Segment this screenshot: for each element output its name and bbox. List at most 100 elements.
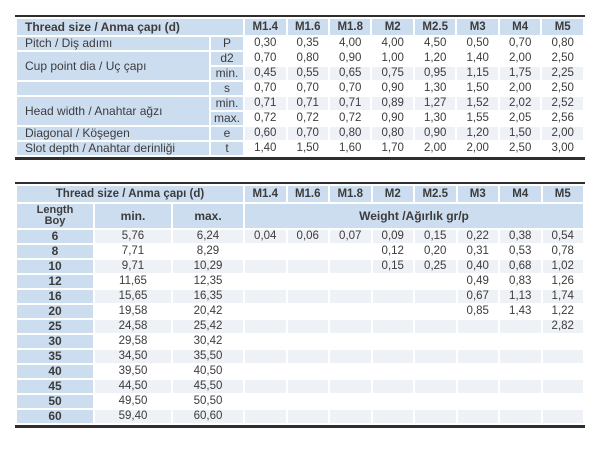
weight-cell (372, 350, 413, 363)
weight-cell (542, 395, 583, 408)
weight-cell (330, 350, 371, 363)
weight-cell (372, 335, 413, 348)
spec-value-cell: 2,50 (542, 52, 583, 65)
weight-cell: 0,25 (415, 260, 456, 273)
spec-row-symbol: min. (211, 67, 244, 80)
length-column-header: Length Boy (17, 204, 93, 228)
spec-value-cell: 0,89 (372, 97, 413, 110)
weight-cell: 0,38 (500, 230, 541, 243)
weight-cell: 0,06 (287, 230, 328, 243)
weight-subheader-row: Length Boy min. max. Weight /Ağırlık gr/… (17, 204, 583, 228)
weight-cell (500, 410, 541, 423)
weight-cell: 0,04 (245, 230, 286, 243)
weight-cell (372, 410, 413, 423)
spec-value-cell: 1,20 (457, 127, 498, 140)
weight-cell: 0,12 (372, 245, 413, 258)
length-row: 45 44,50 45,50 (17, 380, 583, 393)
spec-value-cell: 2,00 (542, 127, 583, 140)
spec-value-cell: 0,70 (329, 82, 371, 95)
min-cell: 11,65 (95, 275, 171, 288)
min-cell: 59,40 (95, 410, 171, 423)
spec-value-cell: 2,02 (499, 97, 541, 110)
spec-value-cell: 1,20 (414, 52, 456, 65)
min-cell: 15,65 (95, 290, 171, 303)
length-weight-table: Thread size / Anma çapı (d) M1.4 M1.6 M1.8… (15, 182, 585, 428)
max-cell: 10,29 (173, 260, 243, 273)
length-cell: 50 (17, 395, 93, 408)
weight-cell (500, 380, 541, 393)
spec-value-cell: 1,52 (457, 97, 498, 110)
spec-value-cell: 0,80 (372, 127, 413, 140)
weight-cell (287, 365, 328, 378)
length-row: 8 7,71 8,29 0,12 0,20 0,31 0,53 0,78 (17, 245, 583, 258)
weight-cell: 1,02 (542, 260, 583, 273)
weight-cell: 0,31 (457, 245, 498, 258)
weight-cell (457, 380, 498, 393)
weight-cell (415, 365, 456, 378)
spec-row-symbol: t (211, 142, 244, 155)
weight-cell (330, 335, 371, 348)
weight-cell (542, 410, 583, 423)
min-cell: 9,71 (95, 260, 171, 273)
length-row: 35 34,50 35,50 (17, 350, 583, 363)
max-cell: 6,24 (173, 230, 243, 243)
weight-cell (330, 365, 371, 378)
spec-row: Slot depth / Anahtar derinliği t 1,40 1,50 1… (17, 142, 583, 155)
min-cell: 29,58 (95, 335, 171, 348)
weight-cell: 1,22 (542, 305, 583, 318)
max-cell: 50,50 (173, 395, 243, 408)
weight-cell: 1,74 (542, 290, 583, 303)
weight-cell: 0,20 (415, 245, 456, 258)
weight-cell (372, 320, 413, 333)
size-column-header: M2.5 (415, 186, 456, 202)
spec-row: Cup point dia / Uç çapı d2 0,70 0,80 0,90 1,0… (17, 52, 583, 80)
size-column-header: M5 (542, 19, 583, 35)
weight-cell (287, 245, 328, 258)
weight-cell: 0,78 (542, 245, 583, 258)
weight-cell: 1,13 (500, 290, 541, 303)
spec-row-label: Diagonal / Köşegen (17, 127, 209, 140)
max-cell: 8,29 (173, 245, 243, 258)
weight-cell: 0,54 (542, 230, 583, 243)
weight-header-row: Thread size / Anma çapı (d) M1.4 M1.6 M1.8… (17, 186, 583, 202)
spec-value-cell: 1,30 (414, 82, 456, 95)
size-column-header: M1.6 (287, 186, 328, 202)
spec-value-cell: 0,71 (245, 97, 286, 110)
length-row: 6 5,76 6,24 0,04 0,06 0,07 0,09 0,15 0,22 0,38 0,5… (17, 230, 583, 243)
weight-cell (372, 395, 413, 408)
spec-value-cell: 1,50 (457, 82, 498, 95)
spec-row-label: Slot depth / Anahtar derinliği (17, 142, 209, 155)
spec-value-cell: 0,50 (457, 37, 498, 50)
weight-cell (457, 365, 498, 378)
weight-cell (245, 275, 286, 288)
min-cell: 39,50 (95, 365, 171, 378)
spec-value-cell: 0,75 (372, 67, 413, 80)
weight-cell (330, 320, 371, 333)
weight-cell (372, 380, 413, 393)
spec-value-cell: 0,70 (245, 82, 286, 95)
length-cell: 8 (17, 245, 93, 258)
weight-cell (542, 365, 583, 378)
weight-cell (372, 365, 413, 378)
weight-cell (457, 395, 498, 408)
weight-cell: 1,43 (500, 305, 541, 318)
spec-value-cell: 1,40 (457, 52, 498, 65)
spec-row: max. 0,72 0,72 0,72 0,90 1,30 1,55 2,05 2,56 (17, 112, 583, 125)
spec-row-label: Pitch / Diş adımı (17, 37, 209, 50)
spec-value-cell: 0,35 (287, 37, 328, 50)
dimension-spec-table: Thread size / Anma çapı (d) M1.4 M1.6 M1.8… (15, 15, 585, 160)
weight-cell (372, 290, 413, 303)
spec-row-symbol: s (211, 82, 244, 95)
min-cell: 34,50 (95, 350, 171, 363)
weight-cell (500, 320, 541, 333)
spec-value-cell: 1,30 (414, 112, 456, 125)
weight-cell (330, 245, 371, 258)
max-cell: 30,42 (173, 335, 243, 348)
spec-value-cell: 2,05 (499, 112, 541, 125)
spec-value-cell: 0,80 (542, 37, 583, 50)
max-cell: 25,42 (173, 320, 243, 333)
weight-group-header: Weight /Ağırlık gr/p (245, 204, 583, 228)
spec-value-cell: 0,90 (372, 82, 413, 95)
spec-value-cell: 0,71 (329, 97, 371, 110)
weight-cell (457, 350, 498, 363)
